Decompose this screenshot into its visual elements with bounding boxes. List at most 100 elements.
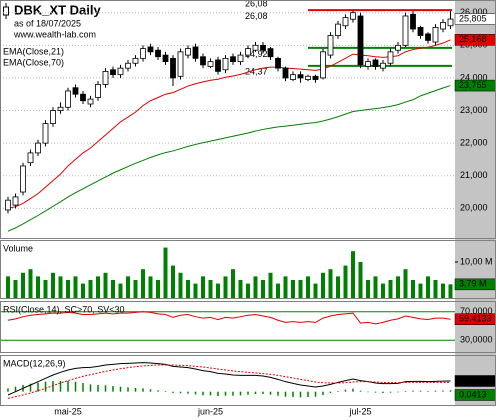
candle-body — [95, 84, 101, 98]
bar — [88, 279, 93, 298]
candle-body — [140, 48, 146, 59]
candle-body — [110, 69, 116, 76]
bar — [246, 283, 250, 298]
value-label: 59,4133 — [459, 314, 492, 324]
bar — [336, 276, 340, 298]
chart-title: DBK_XT Daily — [14, 2, 101, 17]
candle-body — [222, 57, 229, 71]
histogram-bar — [314, 391, 317, 397]
candle-body — [87, 98, 94, 105]
legend-entry: EMA(Close,21) — [3, 46, 64, 56]
candle-body — [417, 26, 424, 36]
histogram-bar — [382, 391, 384, 393]
candle-body — [425, 33, 431, 41]
candle-body — [245, 48, 251, 56]
line — [7, 39, 451, 209]
histogram-bar — [127, 387, 129, 392]
histogram-bar — [74, 381, 77, 392]
histogram-bar — [187, 391, 189, 394]
y-tick-label: 24,000 — [460, 72, 488, 82]
candle-body — [50, 110, 56, 124]
bar — [36, 276, 40, 298]
histogram-bar — [352, 388, 354, 392]
bar — [66, 279, 70, 298]
candle-body — [290, 74, 296, 80]
candle-body — [380, 62, 386, 69]
level-label: 24,37 — [245, 67, 268, 77]
candle-body — [65, 90, 71, 108]
histogram-bar — [389, 391, 392, 393]
candle-body — [80, 93, 86, 102]
bar — [373, 276, 378, 298]
candle-body — [147, 46, 154, 53]
bar — [96, 276, 100, 298]
candle-body — [35, 142, 41, 154]
bar — [111, 279, 115, 298]
histogram-bar — [119, 386, 122, 392]
candle-body — [372, 59, 379, 67]
bar — [396, 276, 400, 298]
histogram-bar — [97, 385, 99, 392]
candle-body — [260, 44, 266, 51]
y-tick-label: 20,000 — [460, 203, 488, 213]
bar — [366, 279, 370, 298]
candle-body — [327, 35, 334, 56]
logo — [3, 3, 9, 19]
bar — [216, 283, 220, 298]
candle-body — [237, 54, 244, 63]
candle-body — [350, 12, 356, 20]
histogram-bar — [104, 385, 107, 392]
bar — [148, 276, 153, 298]
histogram-bar — [134, 388, 137, 392]
histogram-bar — [194, 391, 197, 395]
candle-body — [275, 57, 281, 69]
bar — [403, 269, 408, 298]
value-label: 25,168 — [459, 34, 487, 44]
legend-entry: EMA(Close,70) — [3, 57, 64, 67]
panel-title: Volume — [3, 243, 33, 253]
histogram-bar — [322, 391, 324, 395]
histogram-bar — [232, 391, 234, 396]
histogram-bar — [172, 391, 174, 393]
value-box — [454, 278, 496, 291]
histogram-bar — [277, 391, 279, 396]
bar — [163, 247, 168, 298]
x-tick-label: mai-25 — [54, 406, 82, 416]
candle-body — [132, 57, 139, 64]
candle-body — [432, 26, 439, 43]
histogram-bar — [299, 391, 302, 398]
candle-body — [320, 51, 326, 79]
candle-body — [267, 48, 274, 58]
bar — [171, 265, 175, 298]
histogram-bar — [442, 390, 444, 392]
bar — [388, 279, 393, 298]
bar — [21, 272, 25, 298]
candle-body — [365, 61, 371, 67]
y-tick-label: 26,000 — [460, 7, 488, 17]
level-label: 26,08 — [245, 11, 268, 21]
histogram-bar — [434, 390, 437, 392]
candle-body — [42, 123, 49, 144]
axis-column — [455, 0, 496, 405]
y-tick-label: 23,000 — [460, 105, 488, 115]
histogram-bar — [254, 391, 257, 394]
bar — [306, 276, 310, 298]
candle-body — [162, 54, 169, 63]
candle-body — [395, 44, 401, 51]
candle-body — [125, 62, 131, 69]
candle-body — [402, 15, 409, 46]
level-label: 24,92 — [245, 49, 268, 59]
bar — [133, 279, 138, 298]
histogram-bar — [82, 383, 84, 392]
bar — [43, 279, 48, 298]
histogram-bar — [292, 391, 294, 397]
bar — [268, 272, 273, 298]
histogram-bar — [179, 391, 182, 394]
candle-body — [215, 59, 221, 72]
bar — [351, 251, 355, 298]
histogram-bar — [164, 391, 167, 392]
candle-body — [342, 17, 349, 27]
histogram-bar — [427, 391, 429, 392]
histogram-bar — [284, 391, 287, 397]
value-box — [454, 313, 496, 326]
